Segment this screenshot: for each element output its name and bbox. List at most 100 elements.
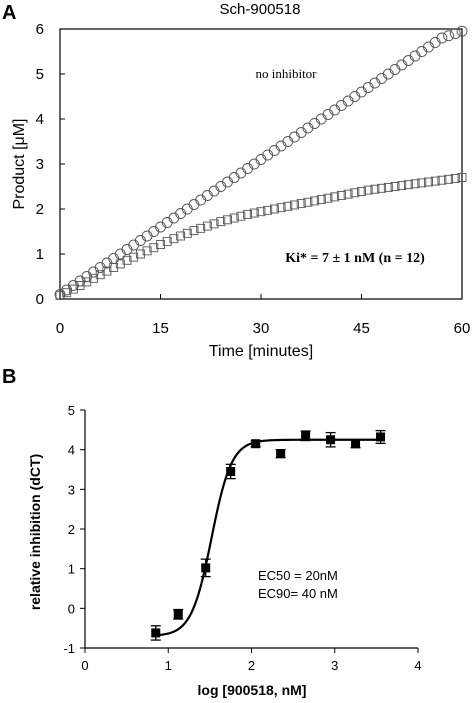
chart-a-point-circle: [342, 95, 354, 107]
chart-a-point-square: [316, 195, 326, 205]
chart-a-point-square: [243, 209, 253, 219]
chart-a-point-square: [142, 246, 152, 256]
chart-b-x-tick-label: 1: [165, 658, 172, 673]
chart-b-note-ec90: EC90= 40 nM: [258, 586, 338, 601]
chart-a-point-square: [196, 223, 206, 233]
chart-a-point-square: [156, 240, 165, 250]
chart-b-point: [376, 432, 386, 442]
chart-a-title: Sch-900518: [220, 1, 301, 18]
chart-b-note-ec50: EC50 = 20nM: [258, 568, 338, 583]
chart-a-point-circle: [376, 73, 388, 84]
chart-a-point-circle: [362, 82, 374, 93]
chart-a-point-circle: [141, 230, 153, 242]
chart-b-point: [276, 449, 286, 459]
chart-a-point-circle: [222, 176, 233, 188]
chart-b-point: [226, 466, 236, 476]
chart-a-point-square: [189, 226, 199, 236]
chart-a-note-ki: Ki* = 7 ± 1 nM (n = 12): [285, 251, 425, 266]
chart-a-point-square: [390, 182, 400, 191]
chart-b-x-tick-label: 2: [248, 658, 255, 673]
chart-a-point-square: [290, 200, 299, 210]
chart-b-fit-curve: [151, 438, 385, 637]
chart-a-y-ticks: 0 1 2 3 4 5 6: [36, 21, 65, 308]
chart-a-point-square: [169, 234, 179, 244]
chart-a-point-square: [55, 290, 65, 300]
chart-a-point-circle: [255, 154, 267, 165]
chart-a-point-circle: [402, 55, 414, 66]
chart-a-point-square: [122, 255, 132, 265]
chart-a-point-circle: [456, 25, 468, 37]
chart-a-point-circle: [228, 172, 240, 183]
chart-a-point-circle: [369, 77, 381, 89]
chart-a-point-circle: [309, 118, 321, 129]
chart-b-point: [351, 439, 361, 449]
chart-a-point-square: [149, 243, 159, 253]
chart-a-point-square: [236, 211, 246, 221]
chart-a-y-tick-label: 3: [36, 156, 44, 173]
chart-a-point-square: [383, 182, 393, 192]
chart-b-x-tick-label: 4: [414, 658, 421, 673]
chart-a-point-circle: [282, 136, 294, 147]
chart-a-point-circle: [275, 140, 287, 152]
chart-a-point-circle: [436, 32, 448, 44]
chart-a-point-square: [129, 252, 139, 262]
chart-a-point-circle: [289, 131, 300, 143]
chart-a-point-circle: [329, 104, 341, 116]
chart-a-x-axis-label: Time [minutes]: [209, 343, 313, 360]
chart-a-point-circle: [262, 149, 274, 161]
chart-a-point-square: [343, 189, 353, 199]
chart-a-point-circle: [201, 190, 213, 201]
chart-a-point-square: [357, 186, 366, 196]
chart-b-point: [251, 439, 261, 449]
chart-a-point-square: [296, 199, 306, 209]
chart-a-point-circle: [443, 30, 455, 42]
chart-a-y-tick-label: 4: [36, 111, 44, 128]
chart-a-point-square: [176, 231, 186, 241]
chart-a-point-circle: [396, 59, 408, 71]
chart-b-y-ticks: -1 0 1 2 3 4 5: [63, 403, 85, 656]
chart-b-y-tick-label: 2: [68, 522, 75, 537]
chart-a-x-tick-label: 60: [454, 320, 471, 337]
chart-b-x-tick-label: 3: [331, 658, 338, 673]
chart-a-point-circle: [101, 257, 113, 269]
chart-a-point-circle: [409, 50, 421, 62]
chart-b-point: [326, 435, 336, 445]
chart-a-point-square: [209, 219, 219, 229]
chart-a-point-circle: [208, 185, 220, 197]
chart-a-point-square: [202, 221, 212, 231]
chart-a-point-circle: [235, 167, 247, 179]
chart-a-point-square: [457, 173, 467, 182]
chart-a-point-square: [135, 249, 145, 259]
chart-a-y-tick-label: 0: [36, 291, 44, 308]
chart-a-point-square: [403, 180, 413, 190]
chart-a-point-square: [330, 192, 340, 202]
chart-a-point-circle: [155, 221, 166, 233]
chart-a-point-circle: [181, 203, 193, 215]
chart-a-point-square: [417, 178, 427, 188]
chart-a-point-square: [276, 203, 286, 213]
chart-a-point-square: [269, 204, 279, 214]
chart-a-x-tick-label: 0: [56, 320, 64, 337]
chart-b-y-axis-label: relative inhibition (dCT): [27, 454, 43, 610]
chart-a-point-circle: [449, 28, 461, 39]
chart-a-point-circle: [429, 37, 441, 48]
chart-a-point-circle: [114, 248, 126, 260]
chart-a-point-square: [363, 185, 373, 195]
chart-b-point: [201, 563, 211, 573]
chart-a-point-square: [336, 191, 346, 200]
chart-a-point-square: [256, 207, 266, 217]
chart-a-y-tick-label: 5: [36, 66, 44, 83]
chart-a-point-square: [444, 174, 454, 184]
chart-a-point-square: [229, 213, 239, 223]
chart-a-point-circle: [315, 113, 327, 125]
chart-a-point-circle: [302, 122, 314, 134]
chart-a-point-square: [397, 181, 407, 191]
chart-a-point-square: [350, 188, 360, 198]
chart-a-point-square: [310, 196, 320, 206]
chart-b-y-tick-label: 0: [68, 601, 75, 616]
chart-a-point-square: [410, 179, 420, 189]
chart-a-point-circle: [416, 46, 428, 57]
chart-a-point-square: [430, 176, 440, 186]
chart-a-point-square: [263, 205, 273, 215]
